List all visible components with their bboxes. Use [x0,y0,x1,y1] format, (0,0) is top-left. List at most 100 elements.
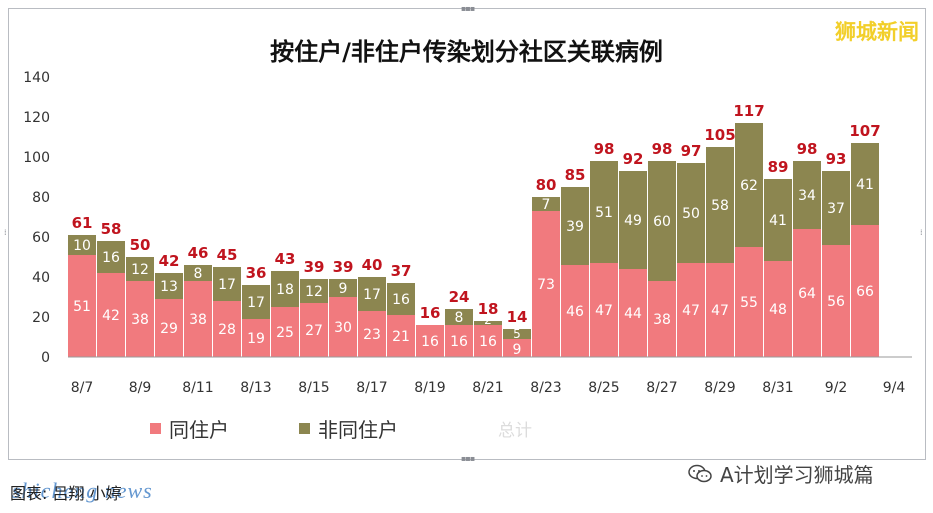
data-label-total: 45 [217,246,238,264]
bar-same-household [706,263,734,357]
y-tick-label: 140 [23,70,50,86]
data-label-same: 27 [305,323,323,339]
bar-same-household [126,281,154,357]
x-tick-label: 8/31 [762,380,793,396]
bar-same-household [735,247,763,357]
y-tick-label: 20 [32,310,50,326]
data-label-total: 50 [130,236,151,254]
bar-same-household [822,245,850,357]
y-tick-label: 60 [32,230,50,246]
data-label-same: 66 [856,284,874,300]
resize-handle-bottom[interactable]: ▪▪▪ [461,454,475,463]
x-tick-label: 8/19 [414,380,445,396]
data-label-nonsame: 60 [653,214,671,230]
bar-same-household [532,211,560,357]
resize-handle-right[interactable]: ⁞ [920,228,922,237]
y-tick-label: 120 [23,110,50,126]
data-label-total: 85 [565,166,586,184]
bar-non-household [445,309,473,325]
data-label-same: 9 [513,342,522,358]
resize-handle-left[interactable]: ⁞ [4,228,6,237]
data-label-same: 46 [566,304,584,320]
bar-non-household [329,279,357,297]
data-label-nonsame: 10 [73,238,91,254]
chart-caption: 图表: 吕翔 小婷 [10,484,122,503]
bar-non-household [822,171,850,245]
data-label-same: 47 [595,303,613,319]
data-label-same: 38 [131,312,149,328]
data-label-same: 16 [450,334,468,350]
data-label-nonsame: 62 [740,178,758,194]
bar-same-household [851,225,879,357]
data-label-total: 58 [101,220,122,238]
data-label-same: 25 [276,325,294,341]
data-label-nonsame: 5 [513,327,521,341]
data-label-nonsame: 41 [856,177,874,193]
bar-same-household [474,325,502,357]
x-tick-label: 8/27 [646,380,677,396]
resize-handle-top[interactable]: ▪▪▪ [461,4,475,13]
bar-same-household [503,339,531,357]
bar-same-household [300,303,328,357]
x-tick-label: 8/23 [530,380,561,396]
bar-non-household [851,143,879,225]
bar-same-household [590,263,618,357]
y-tick-label: 40 [32,270,50,286]
data-label-nonsame: 9 [339,281,348,297]
bar-non-household [561,187,589,265]
data-label-total: 36 [246,264,267,282]
data-label-total: 117 [733,102,764,120]
data-label-total: 93 [826,150,847,168]
bar-same-household [387,315,415,357]
data-label-total: 39 [333,258,354,276]
data-label-same: 28 [218,322,236,338]
bar-non-household [358,277,386,311]
bar-non-household [590,161,618,263]
data-label-nonsame: 8 [194,266,203,282]
bar-same-household [677,263,705,357]
data-label-total: 92 [623,150,644,168]
x-tick-label: 8/17 [356,380,387,396]
bar-non-household [503,329,531,339]
caption-watermark: shicheng news [12,478,153,503]
bar-same-household [561,265,589,357]
data-label-nonsame: 39 [566,219,584,235]
y-axis: 0 20 40 60 80 100 120 140 [23,70,50,366]
data-label-nonsame: 37 [827,201,845,217]
legend-label-total: 总计 [498,420,532,441]
bar-non-household [648,161,676,281]
data-label-total: 97 [681,142,702,160]
data-label-total: 89 [768,158,789,176]
bar-same-household [213,301,241,357]
data-label-total: 46 [188,244,209,262]
bar-same-household [68,255,96,357]
data-label-total: 40 [362,256,383,274]
bar-same-household [271,307,299,357]
legend-swatch-same [150,422,161,434]
data-label-same: 48 [769,302,787,318]
data-label-nonsame: 16 [392,292,410,308]
data-label-nonsame: 51 [595,205,613,221]
data-label-same: 21 [392,329,410,345]
data-label-nonsame: 12 [131,262,149,278]
data-label-same: 64 [798,286,816,302]
data-label-same: 42 [102,308,120,324]
data-label-total: 24 [449,288,470,306]
y-tick-label: 100 [23,150,50,166]
x-tick-label: 8/29 [704,380,735,396]
x-tick-label: 8/7 [71,380,94,396]
bar-same-household [242,319,270,357]
bar-same-household [184,281,212,357]
data-label-total: 39 [304,258,325,276]
data-label-same: 23 [363,327,381,343]
bar-same-household [445,325,473,357]
bar-non-household [68,235,96,255]
data-label-nonsame: 49 [624,213,642,229]
bar-same-household [648,281,676,357]
x-tick-label: 9/2 [825,380,848,396]
data-label-same: 73 [537,277,555,293]
data-label-same: 19 [247,331,265,347]
data-label-total: 14 [507,308,528,326]
data-label-nonsame: 12 [305,284,323,300]
